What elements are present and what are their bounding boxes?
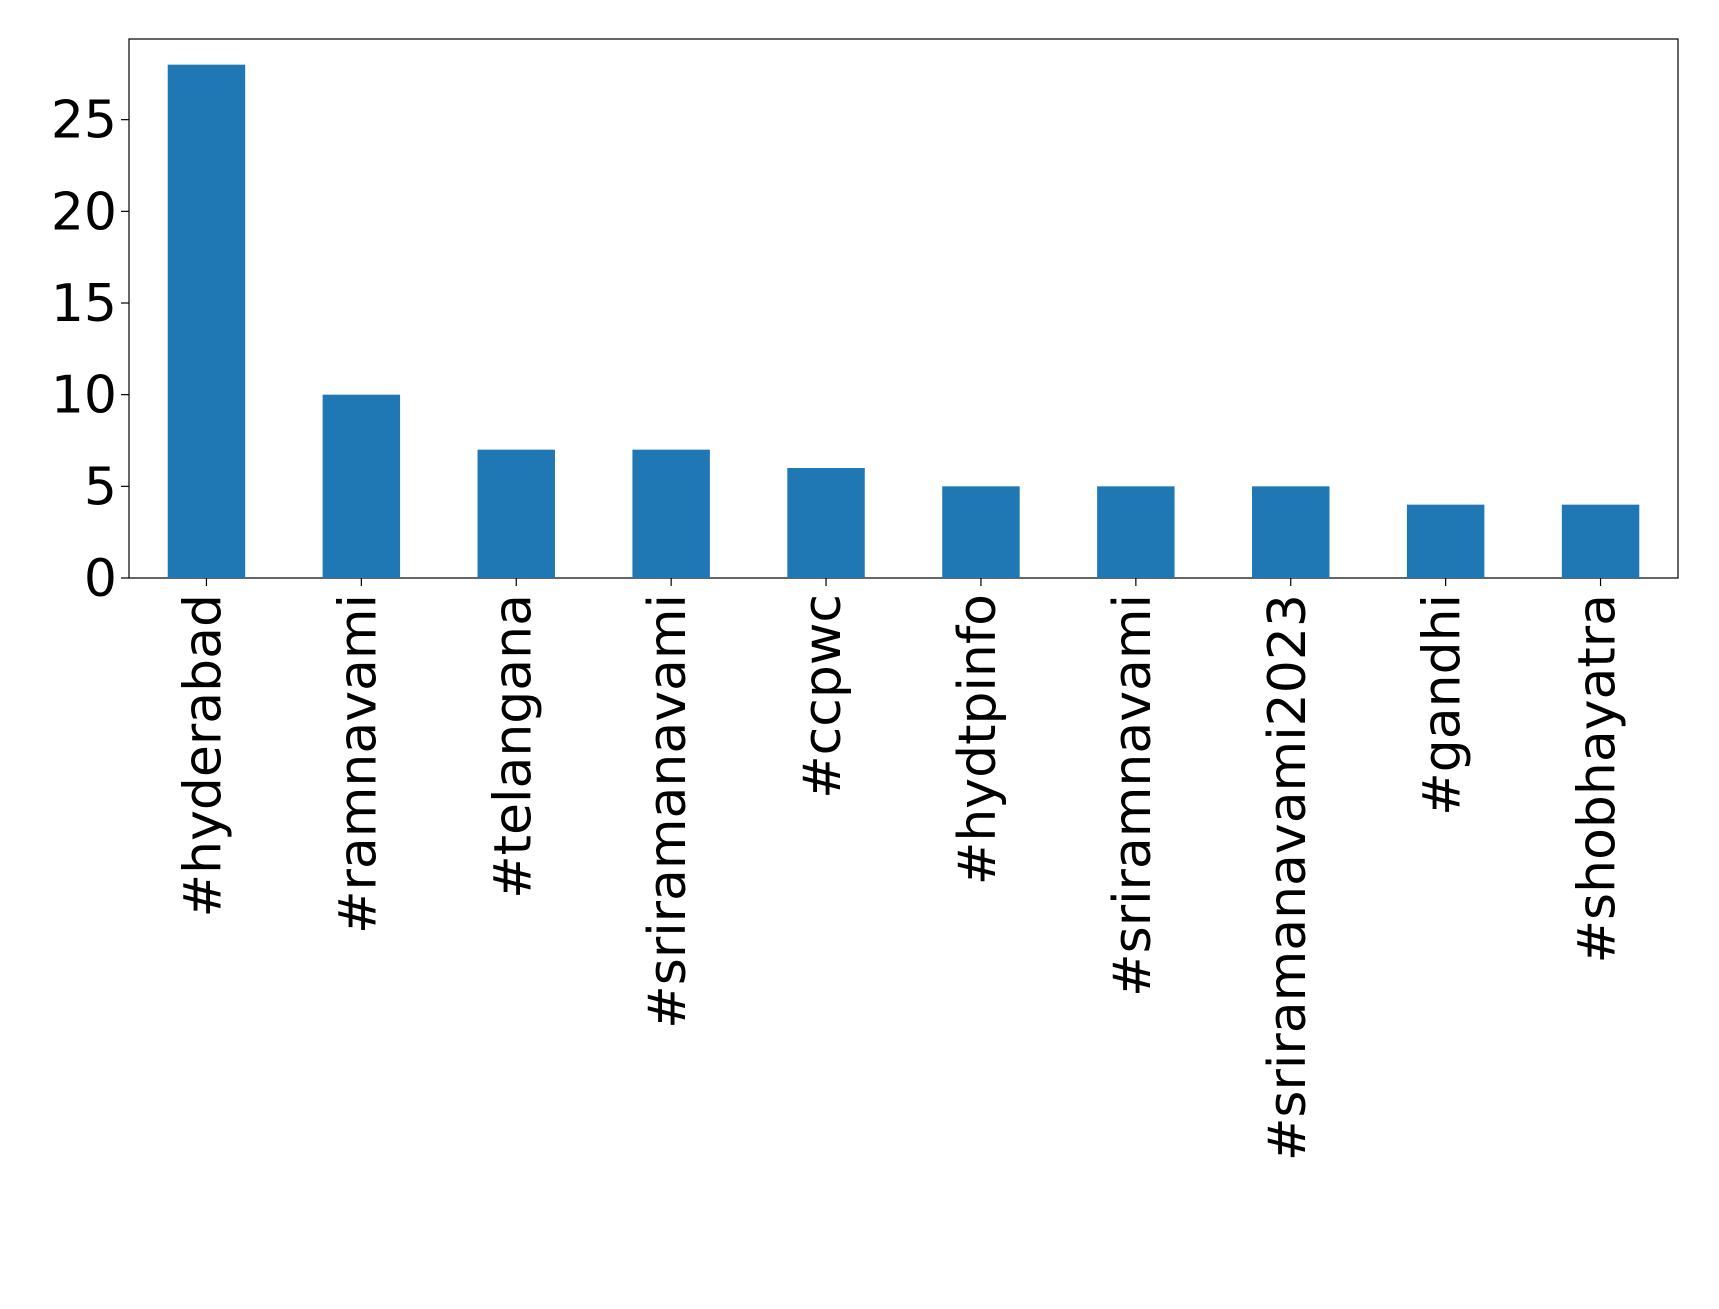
bar [322,394,401,578]
bar [787,468,865,578]
bar [167,64,246,578]
x-tick-label: #telangana [483,594,543,899]
x-tick-label: #hyderabad [173,594,233,917]
bar [477,449,555,578]
bar [632,449,710,578]
x-tick-label: #sriramanavami [638,594,698,1029]
y-tick-label: 20 [51,182,117,242]
x-tick-label: #sriramnavami [1103,594,1163,997]
x-tick-label: #ramnavami [328,594,388,934]
plot-frame [128,38,1679,579]
bar [1406,504,1485,578]
bar [1252,486,1330,578]
bar [1097,486,1175,578]
x-tick-label: #sriramanavami2023 [1258,594,1318,1161]
x-tick-label: #hydtpinfo [948,594,1008,885]
y-tick-label: 10 [51,366,117,426]
y-tick-label: 5 [84,457,117,517]
y-tick-label: 0 [84,549,117,609]
y-tick-label: 25 [51,91,117,151]
x-tick-label: #gandhi [1413,594,1473,816]
x-tick-label: #ccpwc [793,594,853,799]
y-tick-label: 15 [51,274,117,334]
bar [1561,504,1640,578]
bar [942,486,1020,578]
x-tick-label: #shobhayatra [1568,594,1628,964]
